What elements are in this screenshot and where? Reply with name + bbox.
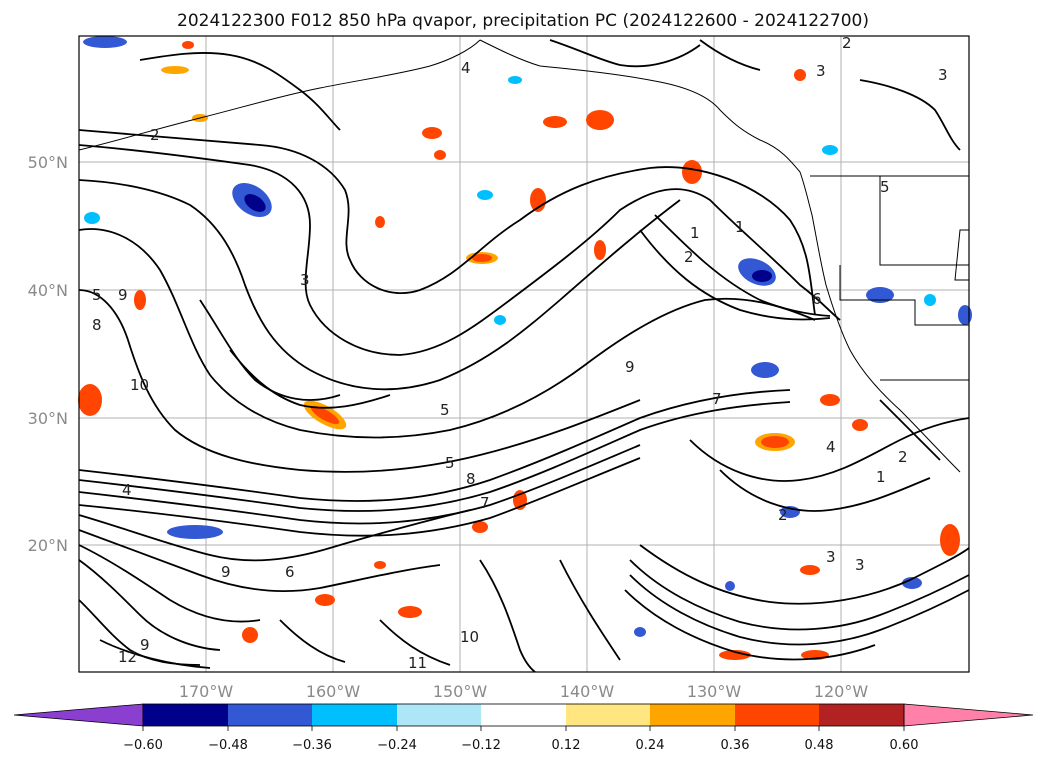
- colorbar-segment: [397, 704, 481, 726]
- colorbar-tick-label: 0.12: [552, 738, 581, 753]
- colorbar-segment: [481, 704, 566, 726]
- colorbar-tick-label: −0.12: [461, 738, 501, 753]
- coastline: [78, 39, 970, 473]
- colorbar-ticks: [142, 726, 905, 731]
- colorbar-tick-label: −0.60: [123, 738, 163, 753]
- colorbar-segment: [566, 704, 650, 726]
- precip-shading: [78, 36, 972, 660]
- contour-label: 10: [460, 628, 479, 646]
- lon-label-160w: 160°W: [306, 682, 361, 701]
- contour-label: 12: [118, 648, 137, 666]
- contour-label: 1: [876, 468, 886, 486]
- colorbar-segment: [312, 704, 397, 726]
- qvapor-contours: [78, 39, 970, 673]
- lat-label-50n: 50°N: [28, 153, 68, 172]
- contour-label: 9: [625, 358, 635, 376]
- contour-label: 4: [826, 438, 836, 456]
- contour-labels: 4 2 2 3 3 5 1 1 2 5 9 8 10 9 7 5 4 2 3 6…: [92, 34, 948, 672]
- colorbar-tick-label: −0.36: [292, 738, 332, 753]
- contour-label: 3: [855, 556, 865, 574]
- lon-label-120w: 120°W: [814, 682, 869, 701]
- contour-label: 6: [812, 290, 822, 308]
- contour-label: 10: [130, 376, 149, 394]
- colorbar-segment: [143, 704, 228, 726]
- contour-label: 9: [140, 636, 150, 654]
- lon-label-150w: 150°W: [433, 682, 488, 701]
- lon-label-170w: 170°W: [179, 682, 234, 701]
- lat-label-20n: 20°N: [28, 536, 68, 555]
- contour-label: 5: [440, 401, 450, 419]
- map-frame: [78, 35, 970, 673]
- contour-label: 7: [712, 390, 722, 408]
- map-panel: 4 2 2 3 3 5 1 1 2 5 9 8 10 9 7 5 4 2 3 6…: [78, 34, 972, 673]
- colorbar-tick-label: 0.48: [805, 738, 834, 753]
- lon-labels: 170°W 160°W 150°W 140°W 130°W 120°W: [179, 682, 869, 701]
- lat-label-30n: 30°N: [28, 409, 68, 428]
- contour-label: 5: [92, 286, 102, 304]
- contour-label: 6: [285, 563, 295, 581]
- map-title: 2024122300 F012 850 hPa qvapor, precipit…: [177, 11, 869, 31]
- colorbar-segment: [735, 704, 819, 726]
- lon-label-140w: 140°W: [560, 682, 615, 701]
- colorbar-segment: [819, 704, 904, 726]
- contour-label: 2: [150, 126, 160, 144]
- lat-labels: 50°N 40°N 30°N 20°N: [28, 153, 68, 555]
- colorbar-tick-label: 0.36: [721, 738, 750, 753]
- colorbar-extend-right: [903, 703, 1034, 727]
- contour-label: 1: [690, 224, 700, 242]
- contour-label: 1: [735, 218, 745, 236]
- contour-label: 9: [118, 286, 128, 304]
- contour-label: 4: [122, 481, 132, 499]
- contour-label: 2: [842, 34, 852, 52]
- colorbar-tick-label: −0.48: [208, 738, 248, 753]
- colorbar-extend-left: [13, 703, 144, 727]
- colorbar-tick-label: −0.24: [377, 738, 417, 753]
- graticule: [79, 36, 969, 672]
- contour-label: 3: [300, 271, 310, 289]
- contour-label: 11: [408, 654, 427, 672]
- contour-label: 5: [880, 178, 890, 196]
- contour-label: 7: [480, 494, 490, 512]
- lon-label-130w: 130°W: [687, 682, 742, 701]
- colorbar-segment: [650, 704, 735, 726]
- contour-label: 3: [816, 62, 826, 80]
- contour-label: 2: [684, 248, 694, 266]
- contour-label: 9: [221, 563, 231, 581]
- colorbar: −0.60 −0.48 −0.36 −0.24 −0.12 0.12 0.24 …: [13, 703, 1034, 753]
- contour-label: 4: [461, 59, 471, 77]
- colorbar-segment: [228, 704, 312, 726]
- contour-label: 3: [938, 66, 948, 84]
- colorbar-tick-label: 0.60: [890, 738, 919, 753]
- contour-label: 3: [826, 548, 836, 566]
- contour-label: 2: [778, 506, 788, 524]
- contour-label: 8: [466, 470, 476, 488]
- contour-label: 5: [445, 454, 455, 472]
- lat-label-40n: 40°N: [28, 281, 68, 300]
- contour-label: 8: [92, 316, 102, 334]
- contour-label: 2: [898, 448, 908, 466]
- colorbar-tick-label: 0.24: [636, 738, 665, 753]
